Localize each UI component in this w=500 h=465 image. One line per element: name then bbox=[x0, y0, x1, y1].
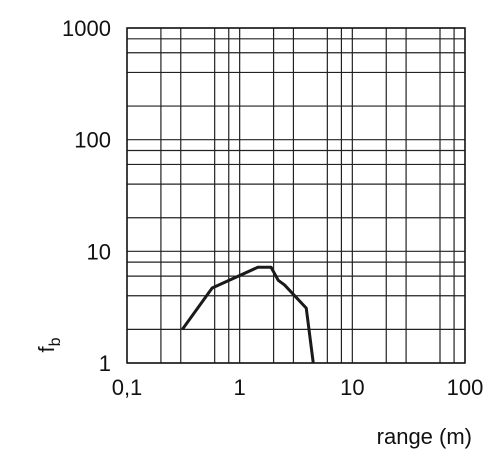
x-axis-label: range (m) bbox=[377, 424, 472, 449]
x-tick-label: 1 bbox=[234, 375, 246, 400]
y-axis-label-main: f bbox=[34, 346, 59, 353]
x-tick-label: 0,1 bbox=[112, 375, 143, 400]
plot-frame bbox=[126, 27, 466, 364]
data-line bbox=[181, 265, 315, 364]
x-tick-label: 100 bbox=[447, 375, 484, 400]
y-axis-label: fb bbox=[34, 337, 64, 352]
y-axis-label-subscript: b bbox=[47, 337, 64, 346]
x-tick-label: 10 bbox=[340, 375, 364, 400]
y-tick-label: 1 bbox=[99, 351, 111, 376]
y-tick-label: 1000 bbox=[62, 16, 111, 41]
y-tick-label: 100 bbox=[74, 128, 111, 153]
y-tick-label: 10 bbox=[87, 239, 111, 264]
